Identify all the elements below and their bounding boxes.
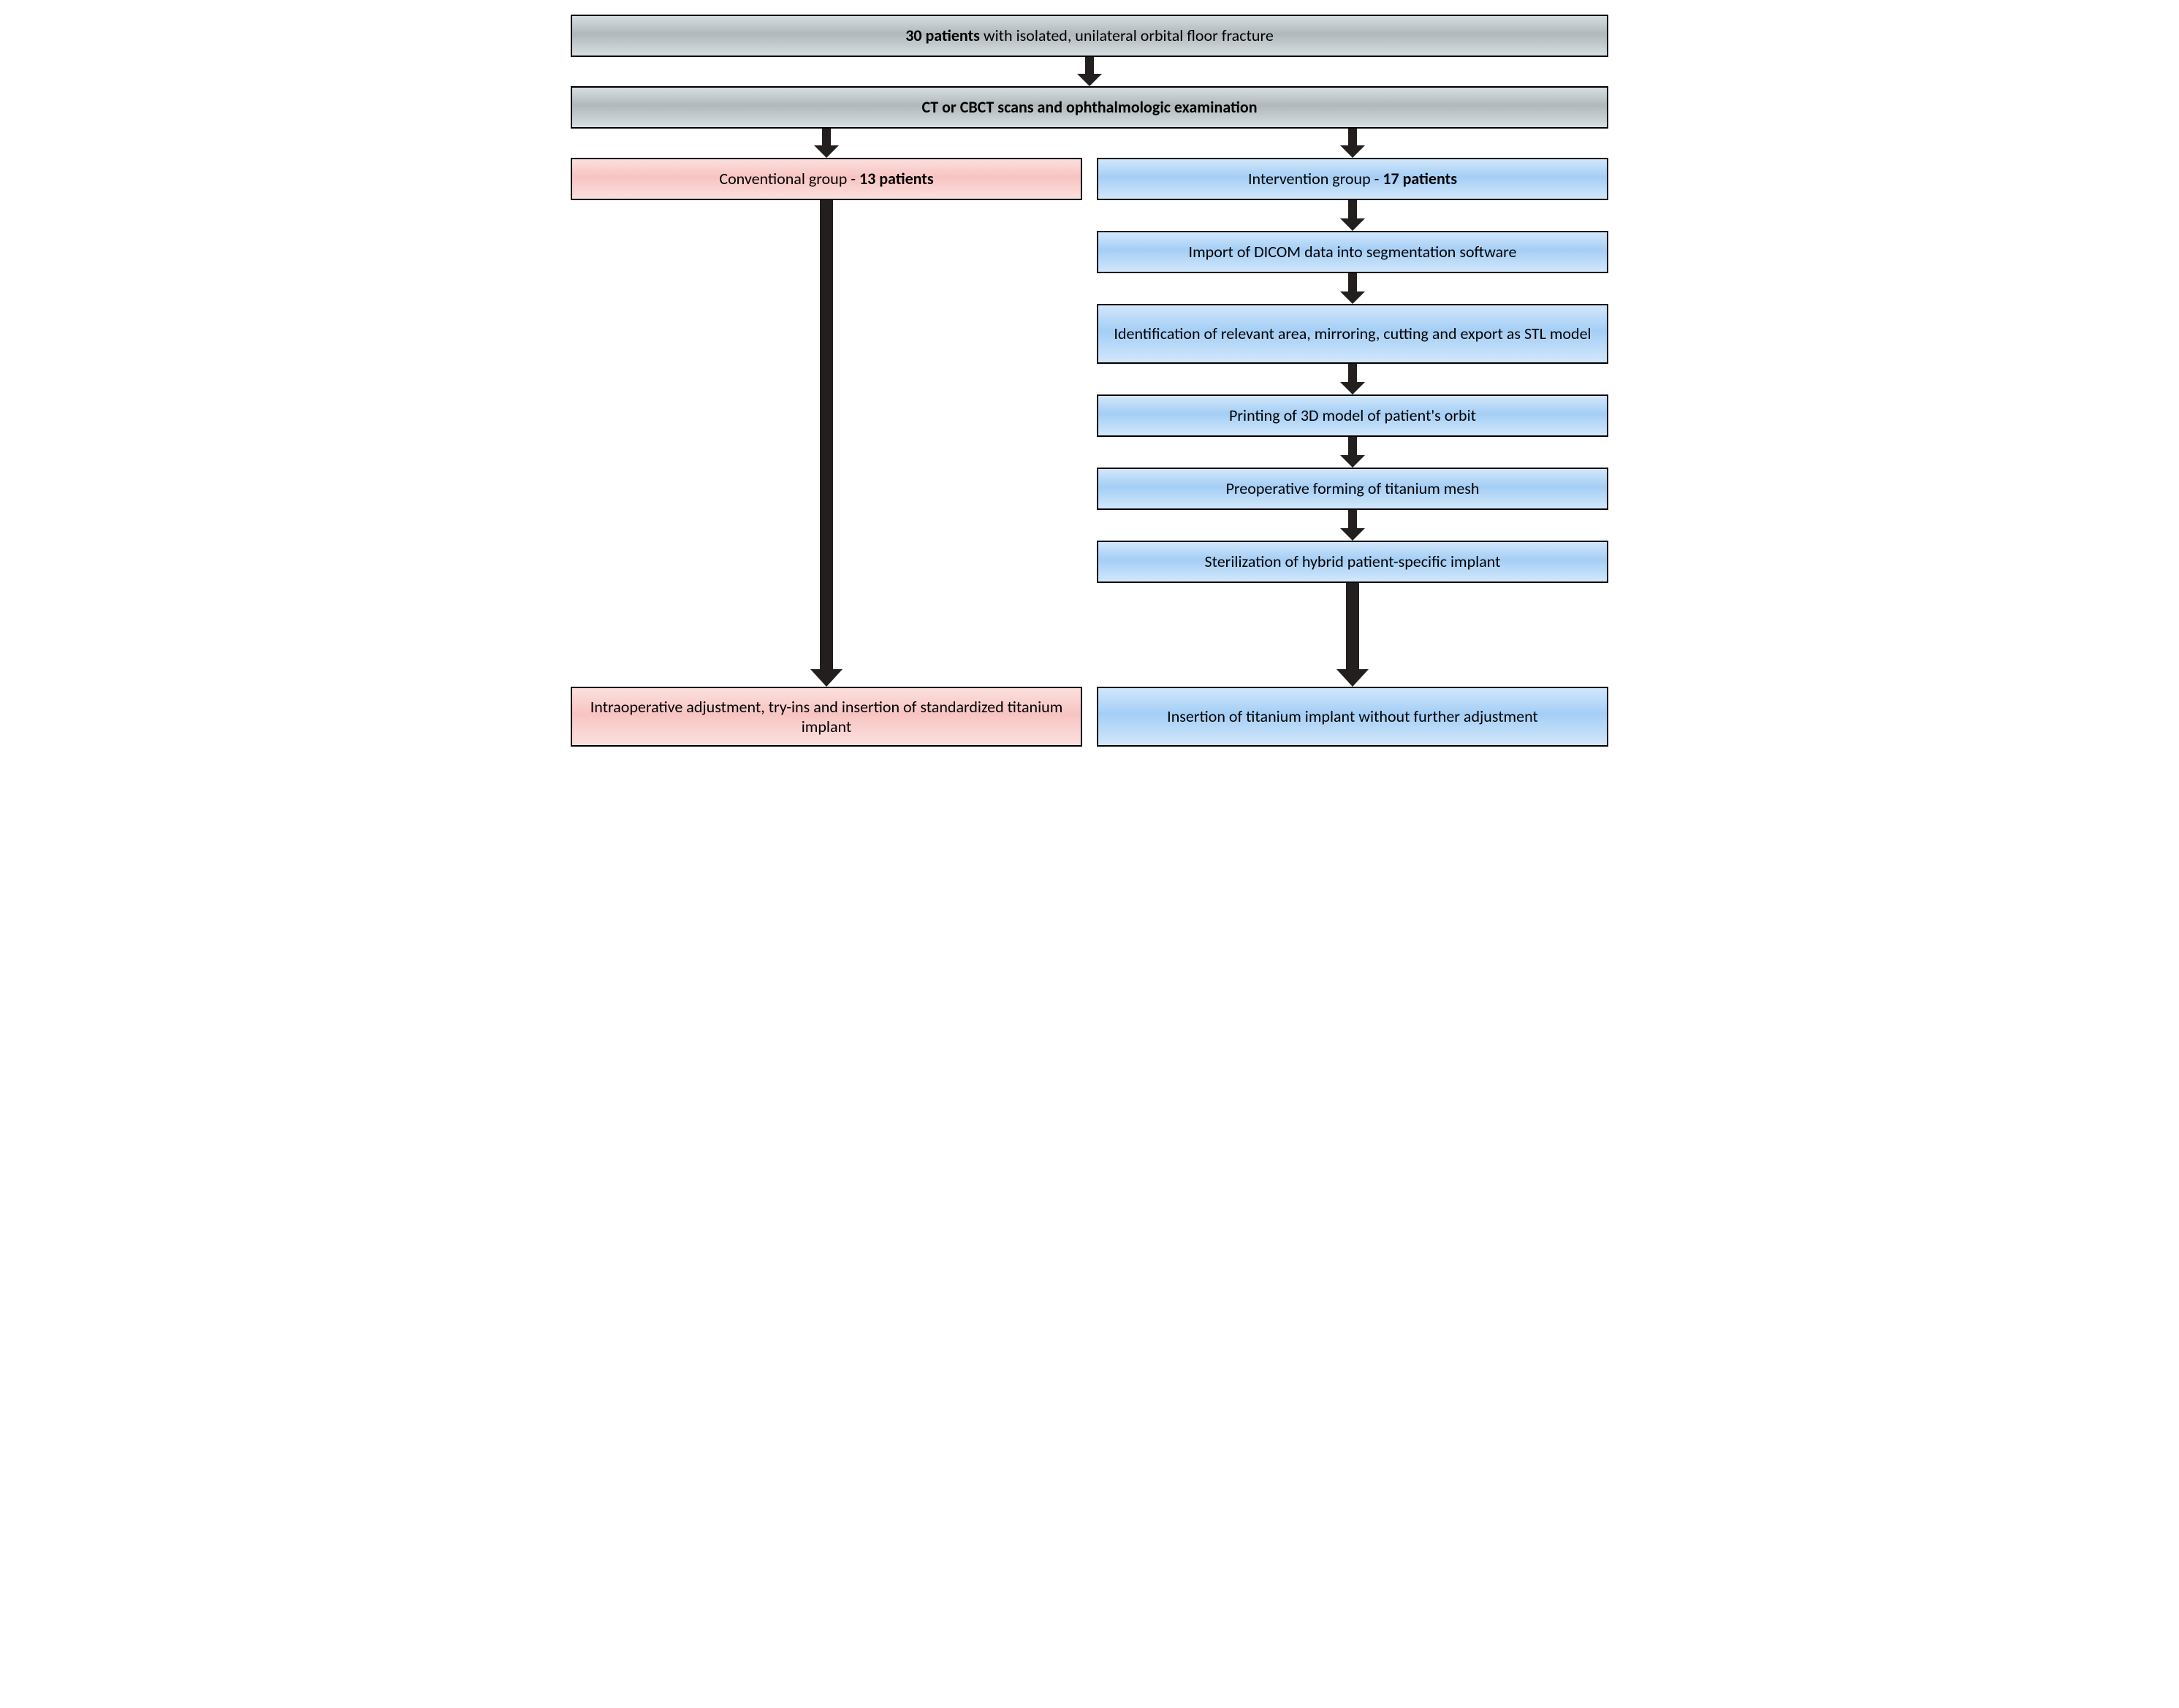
box-b10: Sterilization of hybrid patient-specific…	[1097, 541, 1608, 583]
box-b8: Preoperative forming of titanium mesh	[1097, 468, 1608, 510]
box-text-b2: CT or CBCT scans and ophthalmologic exam…	[921, 97, 1257, 118]
box-text-b7: Printing of 3D model of patient's orbit	[1229, 405, 1476, 426]
box-b7: Printing of 3D model of patient's orbit	[1097, 394, 1608, 437]
box-text-b11: Intraoperative adjustment, try-ins and i…	[582, 697, 1071, 737]
box-b2: CT or CBCT scans and ophthalmologic exam…	[571, 86, 1608, 129]
box-text-b3: Conventional group - 13 patients	[719, 169, 933, 189]
box-text-b4: Intervention group - 17 patients	[1248, 169, 1457, 189]
box-b3: Conventional group - 13 patients	[571, 158, 1082, 200]
box-b1: 30 patients with isolated, unilateral or…	[571, 15, 1608, 57]
box-b6: Identification of relevant area, mirrori…	[1097, 304, 1608, 364]
box-b4: Intervention group - 17 patients	[1097, 158, 1608, 200]
box-b12: Insertion of titanium implant without fu…	[1097, 687, 1608, 747]
box-text-b6: Identification of relevant area, mirrori…	[1114, 324, 1591, 344]
box-text-b5: Import of DICOM data into segmentation s…	[1189, 242, 1517, 262]
box-text-b12: Insertion of titanium implant without fu…	[1167, 706, 1538, 727]
box-text-b1: 30 patients with isolated, unilateral or…	[905, 26, 1274, 46]
box-b11: Intraoperative adjustment, try-ins and i…	[571, 687, 1082, 747]
box-text-b8: Preoperative forming of titanium mesh	[1226, 479, 1480, 499]
box-text-b10: Sterilization of hybrid patient-specific…	[1204, 552, 1500, 572]
box-b5: Import of DICOM data into segmentation s…	[1097, 231, 1608, 273]
flowchart: 30 patients with isolated, unilateral or…	[571, 15, 1608, 748]
